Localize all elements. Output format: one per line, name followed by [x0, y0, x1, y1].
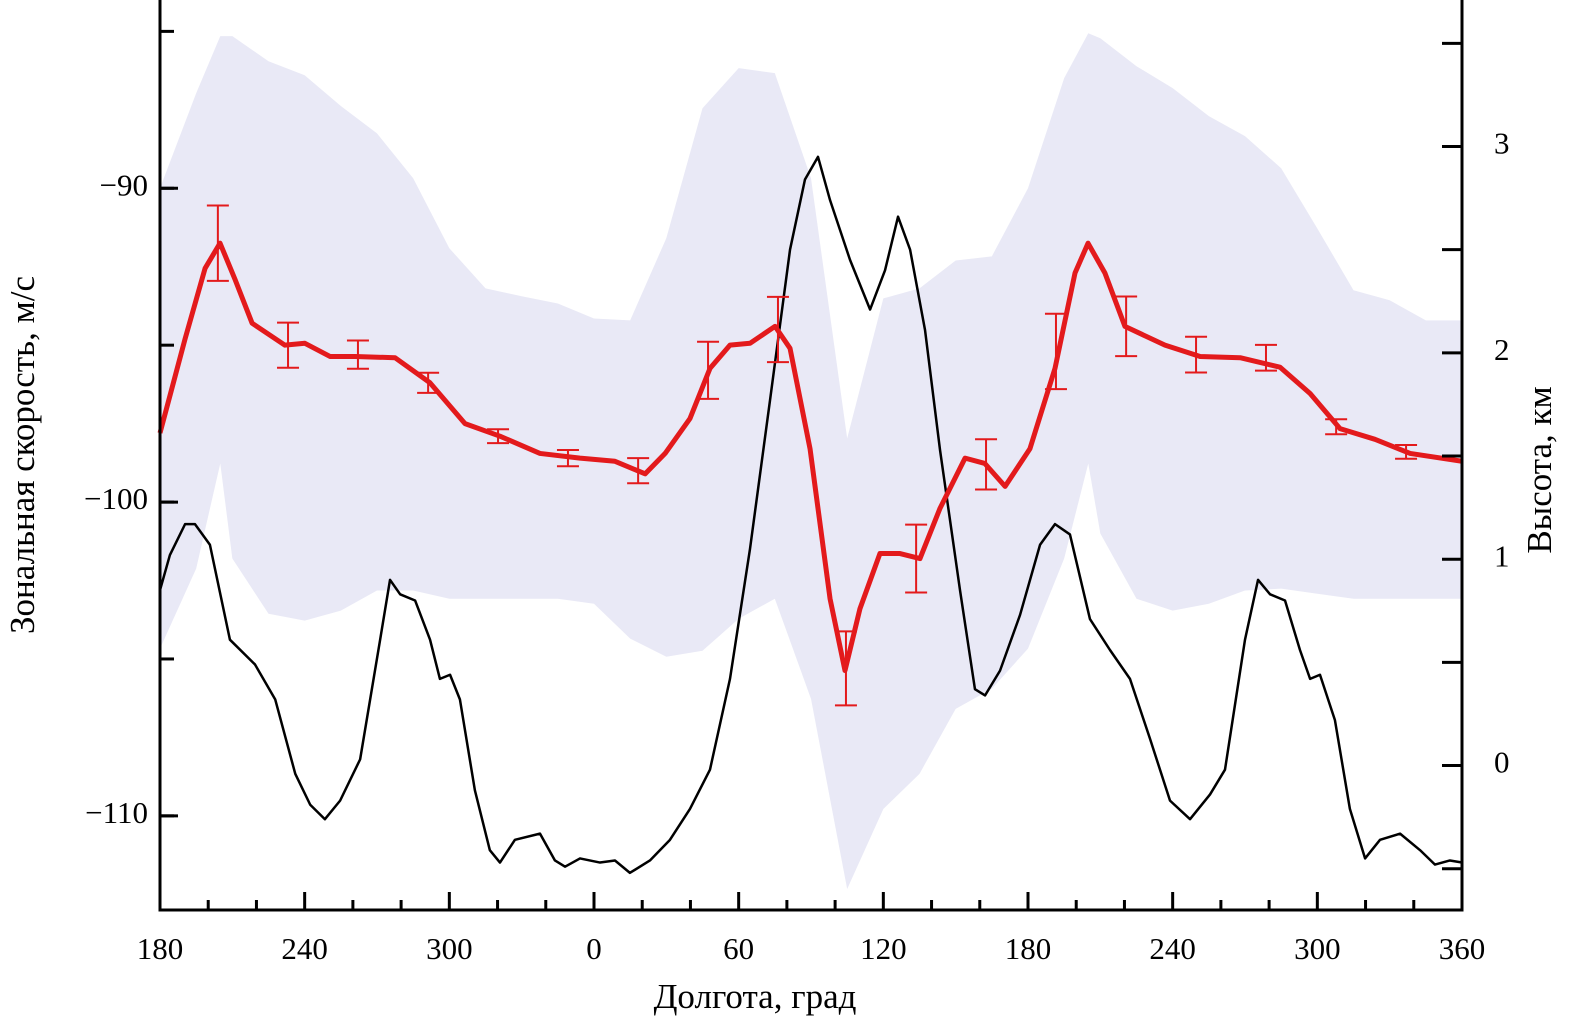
error-bar — [766, 295, 789, 364]
y-axis-label: Зональная скорость, м/с — [3, 276, 42, 634]
y2-tick-label: 1 — [1494, 538, 1510, 573]
error-bar — [346, 339, 369, 370]
error-bar — [487, 428, 510, 445]
y2-tick-label: 0 — [1494, 745, 1510, 780]
y-tick-label: −90 — [100, 167, 148, 202]
error-bar — [1115, 295, 1138, 358]
error-bar — [627, 457, 650, 485]
error-bar — [905, 523, 928, 594]
x-tick-label: 60 — [723, 931, 754, 966]
y2-tick-label: 3 — [1494, 126, 1510, 161]
x-tick-label: 240 — [281, 931, 328, 966]
error-bar — [1395, 443, 1418, 460]
x-tick-label: 180 — [137, 931, 184, 966]
x-tick-label: 300 — [426, 931, 473, 966]
y-tick-label: −100 — [84, 481, 148, 516]
error-bar — [697, 340, 720, 400]
error-bar — [975, 438, 998, 491]
error-bar — [206, 204, 229, 282]
height-line — [158, 155, 1463, 875]
y2-axis-label: Высота, км — [1520, 386, 1559, 553]
error-bar — [417, 371, 440, 394]
error-bar — [834, 630, 857, 707]
x-tick-label: 0 — [586, 931, 602, 966]
error-bar — [1325, 418, 1348, 436]
y-tick-label: −110 — [85, 795, 148, 830]
x-tick-label: 180 — [1005, 931, 1052, 966]
x-tick-label: 240 — [1149, 931, 1196, 966]
error-bar — [1185, 335, 1208, 374]
x-tick-label: 120 — [860, 931, 907, 966]
error-bar — [556, 448, 579, 468]
y2-tick-label: 2 — [1494, 332, 1510, 367]
error-bar — [277, 321, 300, 369]
velocity-line — [157, 240, 1463, 674]
error-bar — [1254, 343, 1277, 372]
x-axis-label: Долгота, град — [654, 977, 857, 1016]
x-tick-label: 300 — [1294, 931, 1341, 966]
x-tick-label: 360 — [1439, 931, 1486, 966]
error-bar — [1044, 312, 1067, 391]
